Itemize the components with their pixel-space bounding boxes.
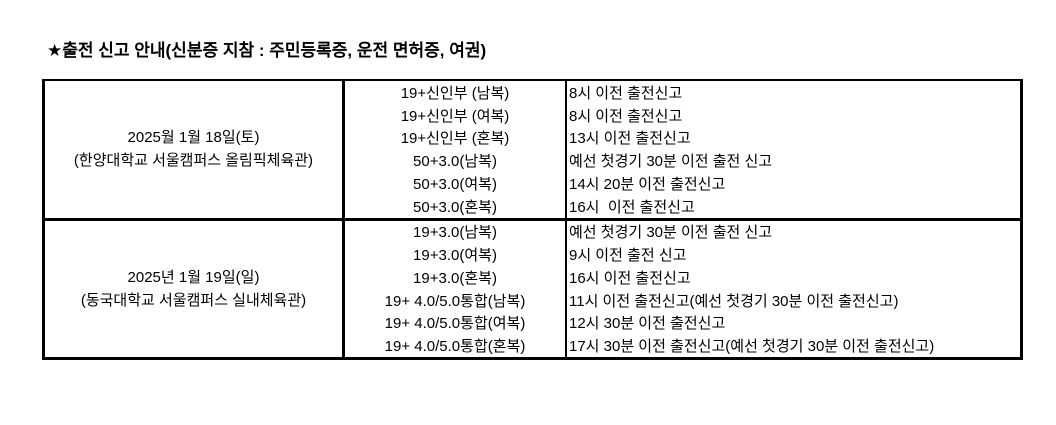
- division-item: 19+3.0(남복): [413, 224, 497, 242]
- date-line: 2025년 1월 19일(일): [127, 268, 260, 286]
- date-line: 2025월 1월 18일(토): [127, 129, 260, 147]
- deadline-item: 17시 30분 이전 출전신고(예선 첫경기 30분 이전 출전신고): [569, 338, 935, 356]
- division-item: 19+신인부 (남복): [400, 84, 510, 102]
- division-item: 19+신인부 (혼복): [400, 130, 510, 148]
- deadline-item: 예선 첫경기 30분 이전 출전 신고: [569, 224, 773, 242]
- schedule-table: 2025월 1월 18일(토) (한양대학교 서울캠퍼스 올림픽체육관) 19+…: [42, 79, 1023, 360]
- deadline-item: 9시 이전 출전 신고: [569, 247, 687, 265]
- venue-line: (동국대학교 서울캠퍼스 실내체육관): [80, 291, 307, 309]
- division-list: 19+신인부 (남복) 19+신인부 (여복) 19+신인부 (혼복) 50+3…: [345, 81, 567, 218]
- table-row-day2: 2025년 1월 19일(일) (동국대학교 서울캠퍼스 실내체육관) 19+3…: [45, 220, 1020, 358]
- deadline-item: 12시 30분 이전 출전신고: [569, 315, 726, 333]
- division-item: 19+ 4.0/5.0통합(여복): [384, 315, 526, 333]
- deadline-item: 8시 이전 출전신고: [569, 84, 683, 102]
- division-item: 19+ 4.0/5.0통합(남복): [384, 292, 526, 310]
- deadline-item: 16시 이전 출전신고: [569, 269, 691, 287]
- deadline-item: 예선 첫경기 30분 이전 출전 신고: [569, 153, 773, 171]
- division-item: 19+3.0(혼복): [413, 269, 497, 287]
- division-item: 19+신인부 (여복): [400, 107, 510, 125]
- division-item: 19+ 4.0/5.0통합(혼복): [384, 338, 526, 356]
- deadline-item: 13시 이전 출전신고: [569, 130, 691, 148]
- date-venue-cell: 2025년 1월 19일(일) (동국대학교 서울캠퍼스 실내체육관): [45, 220, 345, 357]
- deadline-list: 예선 첫경기 30분 이전 출전 신고 9시 이전 출전 신고 16시 이전 출…: [567, 221, 1020, 358]
- deadline-item: 14시 20분 이전 출전신고: [569, 175, 726, 193]
- venue-line: (한양대학교 서울캠퍼스 올림픽체육관): [73, 152, 314, 170]
- division-item: 50+3.0(남복): [413, 153, 497, 171]
- deadline-list: 8시 이전 출전신고 8시 이전 출전신고 13시 이전 출전신고 예선 첫경기…: [567, 81, 1020, 218]
- deadline-item: 16시 이전 출전신고: [569, 198, 695, 216]
- division-list: 19+3.0(남복) 19+3.0(여복) 19+3.0(혼복) 19+ 4.0…: [345, 220, 567, 357]
- deadline-item: 11시 이전 출전신고(예선 첫경기 30분 이전 출전신고): [569, 292, 899, 310]
- division-item: 50+3.0(여복): [413, 175, 497, 193]
- table-row-day1: 2025월 1월 18일(토) (한양대학교 서울캠퍼스 올림픽체육관) 19+…: [45, 81, 1020, 221]
- division-item: 50+3.0(혼복): [413, 198, 497, 216]
- page-title: ★출전 신고 안내(신분증 지참 : 주민등록증, 운전 면허증, 여권): [47, 41, 487, 60]
- division-item: 19+3.0(여복): [413, 247, 497, 265]
- date-venue-cell: 2025월 1월 18일(토) (한양대학교 서울캠퍼스 올림픽체육관): [45, 81, 345, 218]
- deadline-item: 8시 이전 출전신고: [569, 107, 683, 125]
